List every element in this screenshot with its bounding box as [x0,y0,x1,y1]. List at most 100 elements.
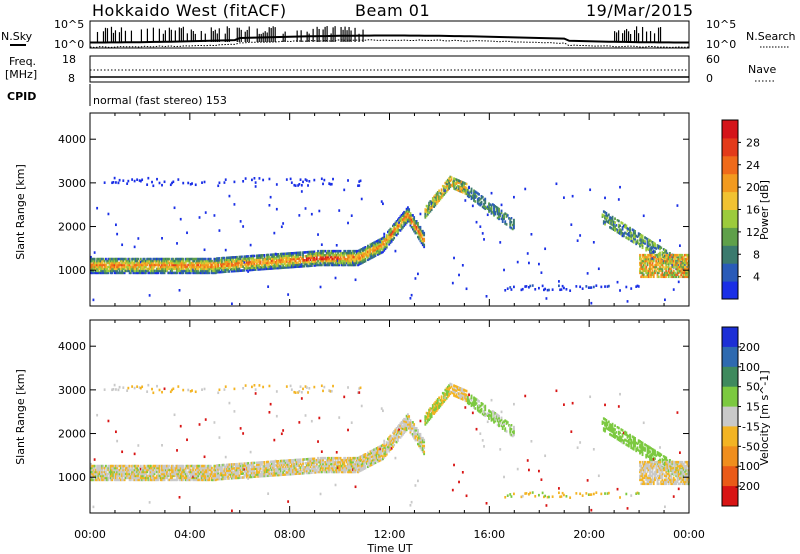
power-cell [217,184,220,188]
velocity-cell [308,459,311,463]
velocity-cell [126,466,129,470]
velocity-cell [338,456,341,460]
power-cell [167,261,170,265]
velocity-cell [288,461,291,464]
velocity-cell [229,465,232,468]
power-cell [91,263,94,267]
power-cell [408,214,411,217]
velocity-cell [153,470,156,474]
power-cell [149,261,152,265]
power-cell [347,251,349,255]
velocity-cell [95,472,97,476]
velocity-cell [312,467,314,470]
velocity-cell [207,476,210,480]
power-cell [387,230,389,234]
power-cell [617,225,620,229]
power-cell [223,258,226,262]
velocity-cell [132,468,135,472]
velocity-cell [320,462,323,466]
power-cell [423,237,426,241]
power-cell [273,265,276,268]
velocity-cell [134,464,137,468]
power-cell [212,271,215,275]
power-cell [435,202,438,205]
velocity-cell [370,461,373,465]
velocity-cell [329,468,332,472]
velocity-cell [96,466,99,470]
velocity-cell [179,474,182,478]
power-cell [421,229,424,233]
velocity-cell [340,458,343,462]
power-cell [402,218,404,221]
velocity-cell [132,474,135,478]
velocity-cell [166,474,168,478]
power-cell [164,257,167,261]
power-cell [604,211,606,214]
power-cell [118,261,121,265]
power-cell [551,288,554,291]
power-cell [93,271,96,275]
power-cell [278,258,281,262]
velocity-cell [314,465,317,468]
power-cell [201,265,203,269]
power-cell [429,206,432,209]
power-cell [660,263,663,267]
power-cell [616,219,619,222]
power-cell [218,257,221,260]
velocity-cell [244,472,247,475]
power-cell [254,264,257,267]
power-cell [143,263,146,267]
power-cell [460,188,463,192]
power-cell [328,259,331,263]
power-cell [407,206,409,209]
power-cell [179,217,182,221]
power-cell [182,271,185,275]
velocity-cell [209,466,212,470]
velocity-cell [156,464,158,468]
velocity-cell [193,474,196,478]
power-cell [679,269,681,273]
velocity-cell [344,456,347,460]
velocity-cell [100,472,102,476]
power-cell [504,220,507,223]
velocity-cell [134,476,137,480]
velocity-cell [232,471,235,474]
velocity-cell [208,474,211,478]
velocity-cell [375,451,378,454]
power-cell [441,184,444,188]
power-cell [239,220,242,223]
velocity-cell [300,397,303,400]
velocity-cell [278,471,281,475]
power-cell [495,206,498,209]
power-cell [302,253,304,256]
velocity-cell [302,387,304,391]
power-cell [413,218,416,221]
power-cell [288,256,291,259]
power-cell [287,262,290,265]
velocity-cell [259,465,262,468]
power-cell [142,263,145,267]
velocity-cell [299,466,302,469]
power-cell [409,218,412,221]
power-cell [679,267,681,271]
power-cell [488,206,490,209]
velocity-cell [138,466,141,470]
velocity-cell [290,472,293,476]
power-cell [632,233,635,236]
velocity-cell [263,474,266,478]
velocity-cell [127,464,130,468]
power-cell [380,251,383,254]
power-cell [587,286,590,289]
power-cell [674,273,676,277]
power-cell [169,265,172,269]
power-cell [270,255,273,258]
velocity-cell [328,464,331,468]
power-cell [390,234,393,237]
velocity-cell [284,473,287,476]
velocity-cell [113,474,116,478]
power-cell [110,259,112,263]
power-cell [247,266,250,270]
velocity-cell [173,472,176,476]
power-cell [234,261,237,265]
power-cell [430,204,433,208]
